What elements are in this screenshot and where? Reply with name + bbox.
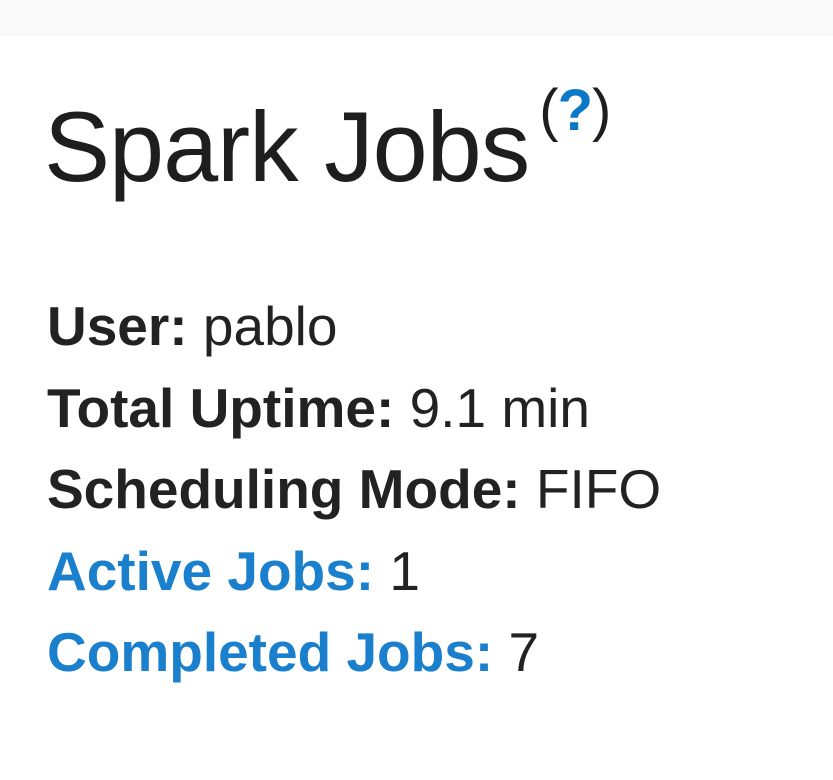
help-tooltip: (?)	[539, 78, 611, 143]
summary-user: User: pablo	[47, 295, 338, 357]
page-title: Spark Jobs (?)	[44, 78, 611, 202]
top-navbar	[0, 0, 833, 36]
summary-list: User: pablo Total Uptime: 9.1 min Schedu…	[47, 286, 661, 694]
active-jobs-link[interactable]: Active Jobs:	[47, 539, 375, 602]
summary-completed-jobs: Completed Jobs: 7	[47, 621, 540, 683]
summary-total-uptime: Total Uptime: 9.1 min	[47, 376, 590, 439]
summary-scheduling-mode: Scheduling Mode: FIFO	[47, 458, 662, 520]
summary-active-jobs: Active Jobs: 1	[47, 539, 420, 602]
completed-jobs-link[interactable]: Completed Jobs:	[47, 621, 494, 683]
help-link[interactable]: ?	[557, 78, 593, 143]
